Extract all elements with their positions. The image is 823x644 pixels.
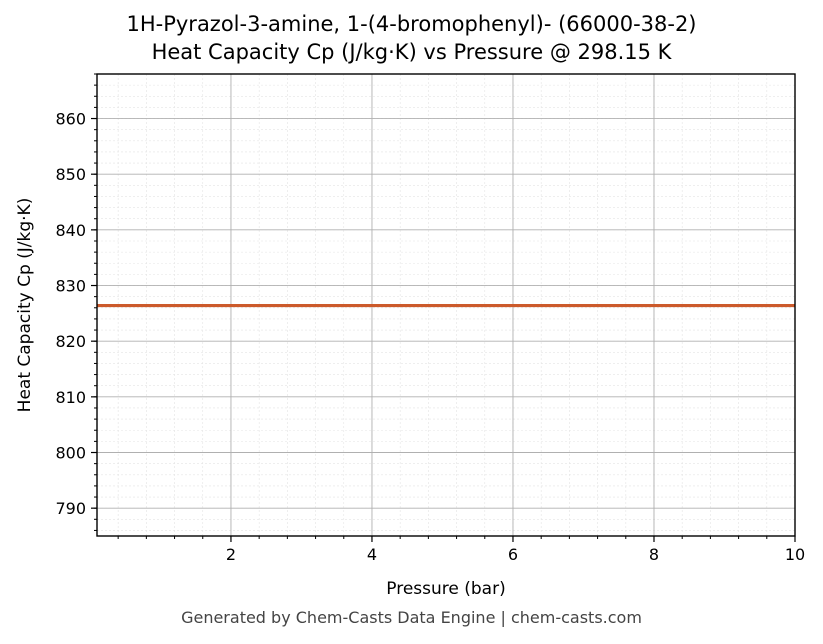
y-tick-label: 850 xyxy=(55,165,86,184)
x-tick-label: 6 xyxy=(508,545,518,564)
plot-frame xyxy=(96,73,796,537)
x-axis-label: Pressure (bar) xyxy=(386,579,505,599)
chart-title: 1H-Pyrazol-3-amine, 1-(4-bromophenyl)- (… xyxy=(126,12,697,36)
x-tick-label: 8 xyxy=(649,545,659,564)
y-tick-label: 820 xyxy=(55,332,86,351)
x-tick-label: 10 xyxy=(785,545,805,564)
y-tick-label: 800 xyxy=(55,444,86,463)
x-tick-label: 4 xyxy=(367,545,377,564)
y-tick-label: 840 xyxy=(55,221,86,240)
footer-credit: Generated by Chem-Casts Data Engine | ch… xyxy=(181,608,642,627)
chart-subtitle: Heat Capacity Cp (J/kg·K) vs Pressure @ … xyxy=(151,40,672,64)
y-axis-label: Heat Capacity Cp (J/kg·K) xyxy=(15,198,35,413)
y-tick-label: 860 xyxy=(55,110,86,129)
y-tick-label: 810 xyxy=(55,388,86,407)
y-tick-label: 830 xyxy=(55,277,86,296)
x-tick-label: 2 xyxy=(226,545,236,564)
y-tick-label: 790 xyxy=(55,499,86,518)
